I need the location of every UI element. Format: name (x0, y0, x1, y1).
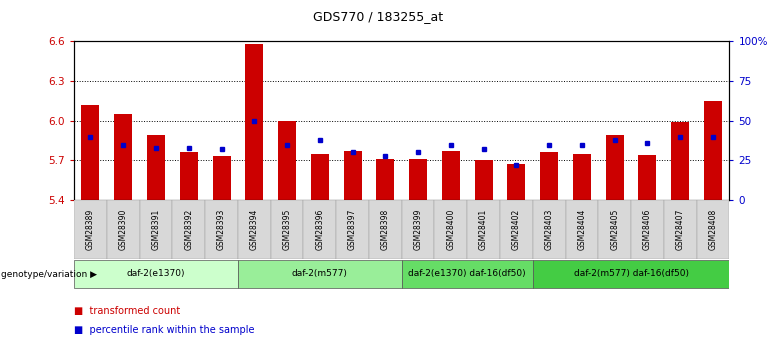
Bar (238, 200, 271, 259)
Bar (310, 154, 329, 200)
Bar (278, 121, 296, 200)
Text: ■  percentile rank within the sample: ■ percentile rank within the sample (74, 325, 254, 335)
Bar (605, 135, 624, 200)
Bar (566, 200, 598, 259)
Bar (697, 200, 729, 259)
Text: daf-2(e1370) daf-16(df50): daf-2(e1370) daf-16(df50) (409, 269, 526, 278)
Bar (402, 260, 533, 288)
Text: GSM28400: GSM28400 (446, 209, 456, 250)
Bar (336, 200, 369, 259)
Bar (140, 200, 172, 259)
Bar (540, 152, 558, 200)
Bar (631, 200, 664, 259)
Bar (238, 260, 402, 288)
Bar (303, 200, 336, 259)
Bar (107, 200, 140, 259)
Bar (671, 122, 690, 200)
Text: daf-2(e1370): daf-2(e1370) (126, 269, 186, 278)
Bar (179, 152, 198, 200)
Text: GSM28389: GSM28389 (86, 209, 95, 250)
Text: GSM28390: GSM28390 (119, 209, 128, 250)
Bar (500, 200, 533, 259)
Bar (81, 105, 100, 200)
Text: GSM28406: GSM28406 (643, 209, 652, 250)
Bar (467, 200, 500, 259)
Bar (369, 200, 402, 259)
Bar (533, 200, 566, 259)
Bar (507, 165, 526, 200)
Bar (664, 200, 697, 259)
Text: daf-2(m577) daf-16(df50): daf-2(m577) daf-16(df50) (573, 269, 689, 278)
Text: GSM28397: GSM28397 (348, 209, 357, 250)
Text: GSM28404: GSM28404 (577, 209, 587, 250)
Bar (271, 200, 303, 259)
Text: GSM28392: GSM28392 (184, 209, 193, 250)
Text: GSM28405: GSM28405 (610, 209, 619, 250)
Text: GSM28398: GSM28398 (381, 209, 390, 250)
Text: GSM28407: GSM28407 (675, 209, 685, 250)
Bar (573, 154, 591, 200)
Bar (147, 135, 165, 200)
Text: GSM28395: GSM28395 (282, 209, 292, 250)
Text: GSM28393: GSM28393 (217, 209, 226, 250)
Bar (704, 101, 722, 200)
Text: GSM28408: GSM28408 (708, 209, 718, 250)
Text: daf-2(m577): daf-2(m577) (292, 269, 348, 278)
Text: GSM28394: GSM28394 (250, 209, 259, 250)
Bar (245, 44, 264, 200)
Bar (212, 156, 231, 200)
Bar (434, 200, 467, 259)
Text: GSM28401: GSM28401 (479, 209, 488, 250)
Bar (598, 200, 631, 259)
Bar (172, 200, 205, 259)
Text: GSM28396: GSM28396 (315, 209, 324, 250)
Bar (376, 159, 395, 200)
Text: genotype/variation ▶: genotype/variation ▶ (1, 270, 97, 279)
Bar (474, 160, 493, 200)
Text: GSM28399: GSM28399 (413, 209, 423, 250)
Text: GSM28403: GSM28403 (544, 209, 554, 250)
Bar (441, 151, 460, 200)
Bar (343, 151, 362, 200)
Bar (205, 200, 238, 259)
Bar (402, 200, 434, 259)
Bar (114, 114, 133, 200)
Text: GDS770 / 183255_at: GDS770 / 183255_at (314, 10, 443, 23)
Text: GSM28391: GSM28391 (151, 209, 161, 250)
Bar (638, 155, 657, 200)
Bar (533, 260, 729, 288)
Bar (409, 159, 427, 200)
Text: GSM28402: GSM28402 (512, 209, 521, 250)
Text: ■  transformed count: ■ transformed count (74, 306, 180, 316)
Bar (74, 260, 238, 288)
Bar (74, 200, 107, 259)
